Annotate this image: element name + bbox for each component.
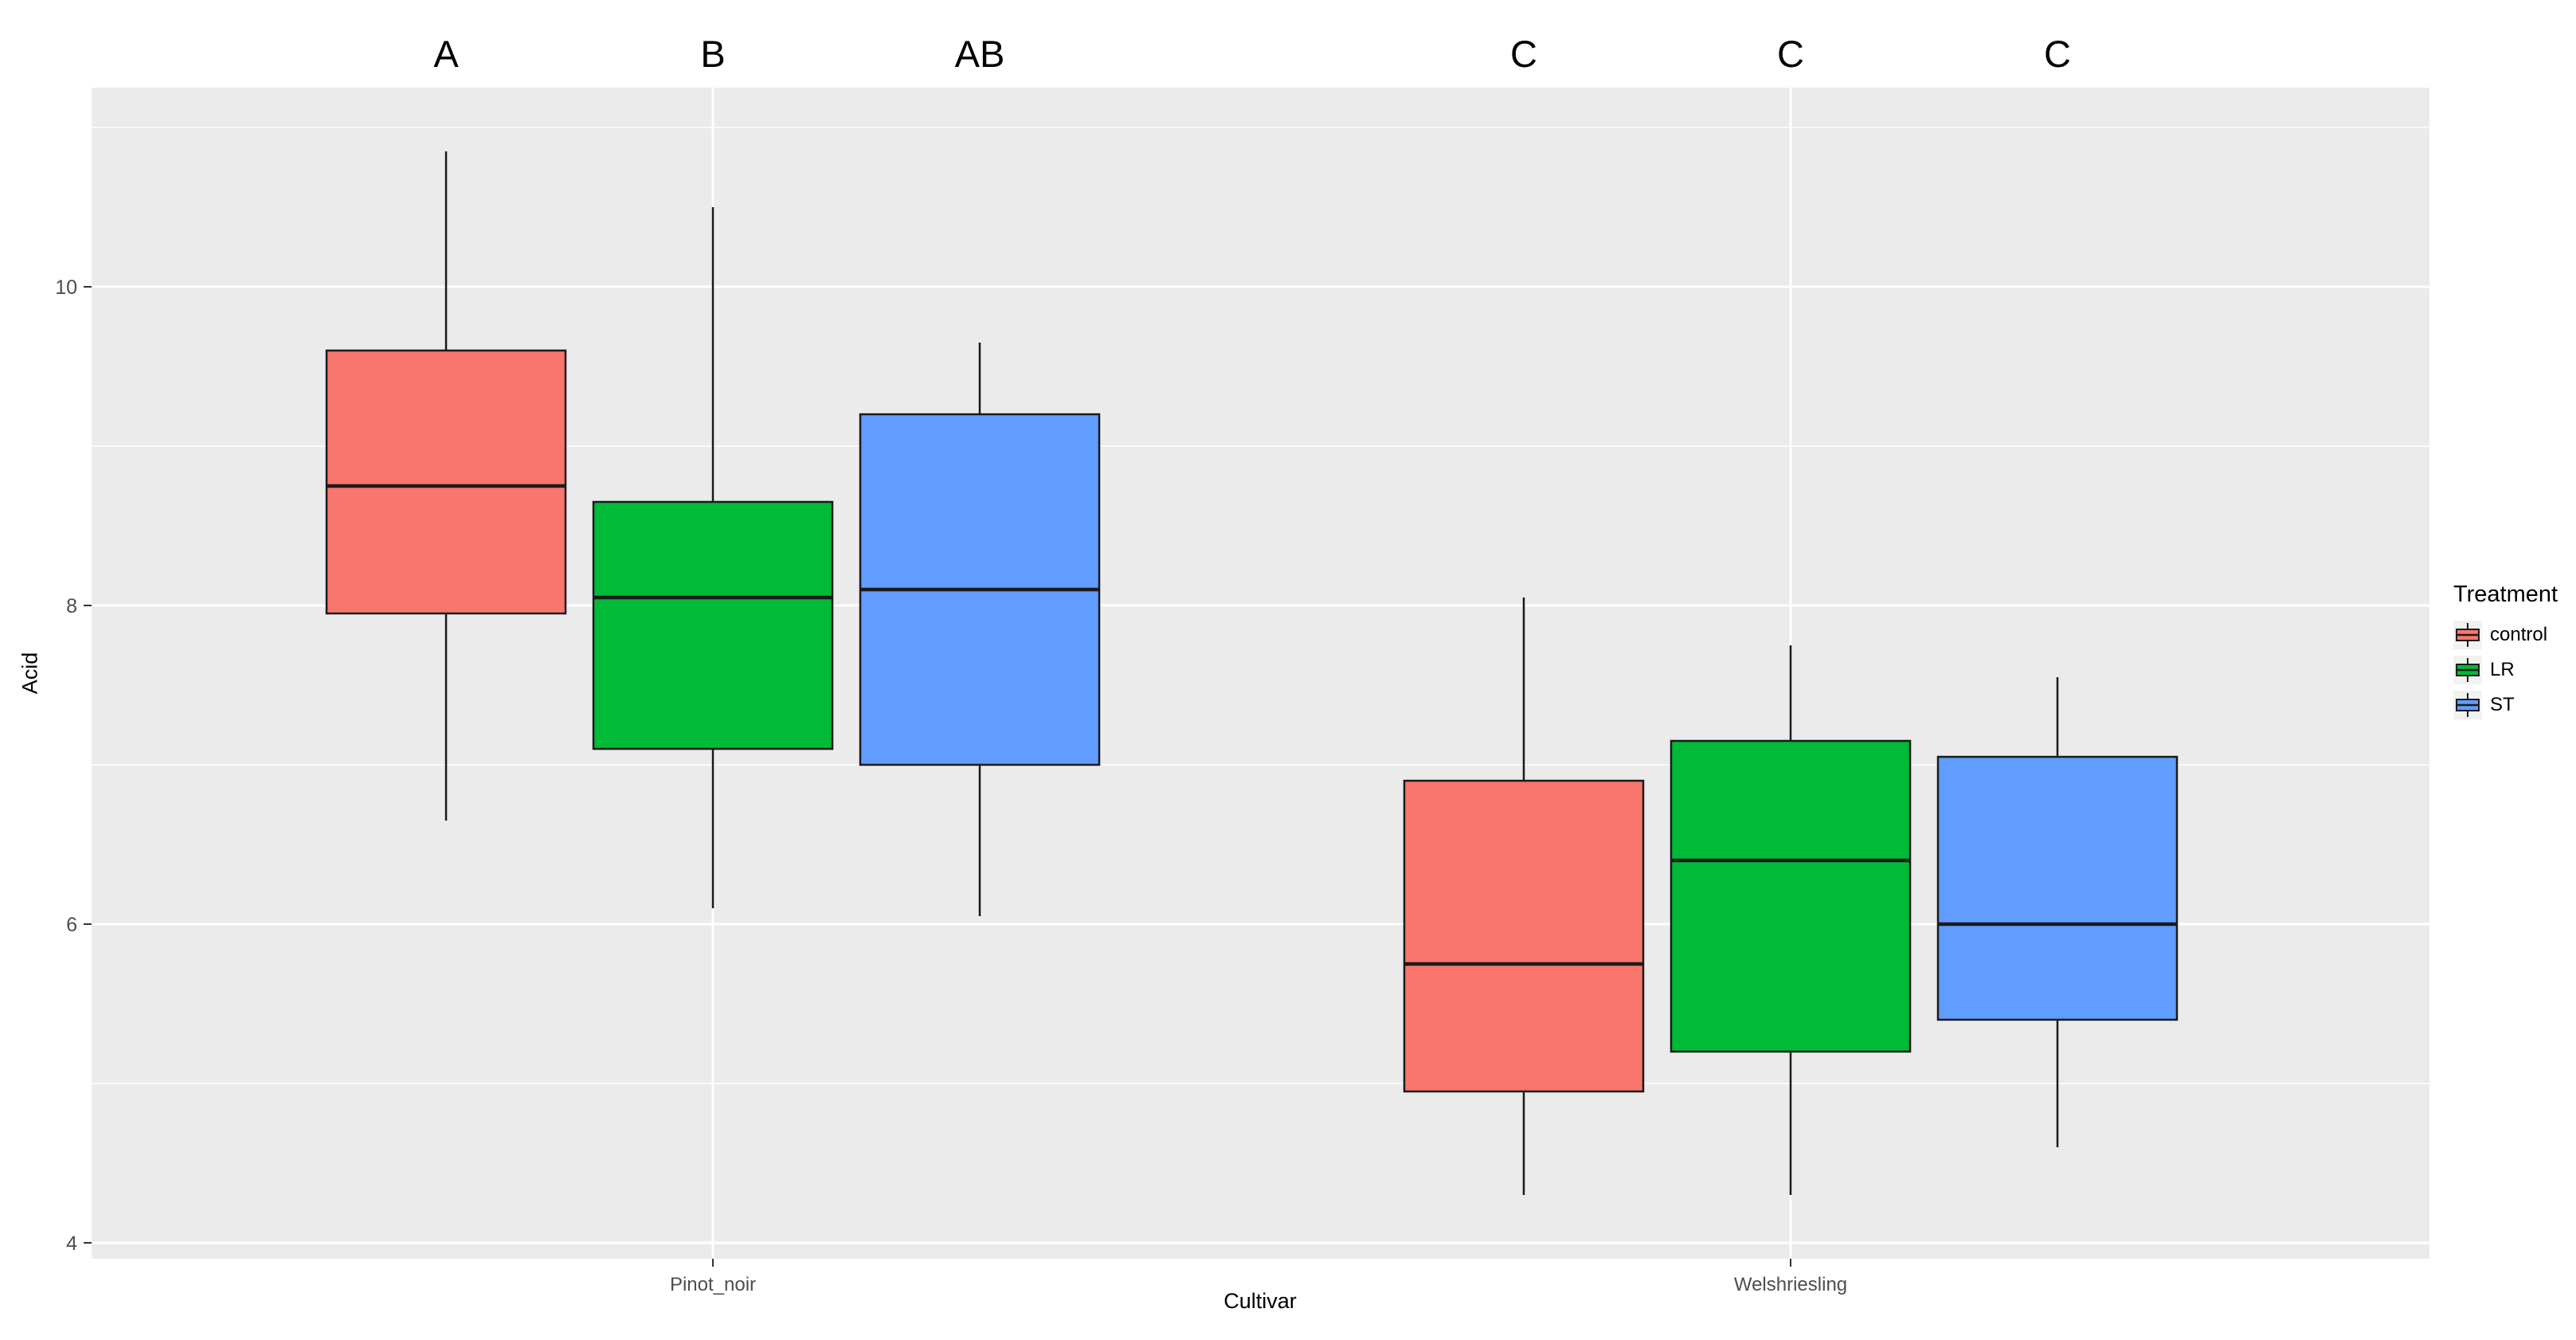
- legend-entry-st: ST: [2453, 691, 2558, 719]
- iqr-box: [1936, 755, 2179, 1021]
- iqr-box: [1670, 739, 1912, 1053]
- plot-panel: [92, 88, 2429, 1259]
- legend-label: LR: [2490, 659, 2515, 680]
- significance-letter: B: [700, 33, 725, 75]
- legend-entry-lr: LR: [2453, 656, 2558, 684]
- box-Pinot_noir-control: [325, 151, 567, 821]
- legend-label: control: [2490, 624, 2548, 645]
- boxplot-key-icon: [2453, 621, 2482, 649]
- y-tick-label: 4: [66, 1232, 77, 1255]
- box-Welshriesling-control: [1403, 598, 1645, 1195]
- significance-letter: C: [2044, 33, 2071, 75]
- box-Pinot_noir-LR: [592, 207, 834, 908]
- boxplot-key-icon: [2453, 656, 2482, 684]
- legend: Treatment control LR: [2453, 582, 2558, 726]
- y-tick-label: 8: [66, 595, 77, 617]
- x-tick-label: Pinot_noir: [670, 1274, 756, 1295]
- significance-letter: A: [433, 33, 459, 75]
- x-axis-title: Cultivar: [1223, 1289, 1297, 1313]
- significance-letter: C: [1777, 33, 1804, 75]
- iqr-box: [1403, 779, 1645, 1093]
- legend-entry-control: control: [2453, 621, 2558, 649]
- box-Welshriesling-ST: [1936, 677, 2179, 1147]
- iqr-box: [325, 349, 567, 615]
- box-Pinot_noir-ST: [859, 343, 1101, 916]
- boxplot-key-icon: [2453, 691, 2482, 719]
- x-tick-label: Welshriesling: [1734, 1274, 1847, 1295]
- significance-letter: AB: [955, 33, 1005, 75]
- y-tick-label: 6: [66, 914, 77, 936]
- legend-label: ST: [2490, 694, 2515, 715]
- y-tick-label: 10: [55, 276, 77, 299]
- significance-letter: C: [1510, 33, 1537, 75]
- y-axis-title: Acid: [18, 652, 42, 695]
- iqr-box: [592, 500, 834, 750]
- box-Welshriesling-LR: [1670, 645, 1912, 1195]
- legend-title: Treatment: [2453, 582, 2558, 607]
